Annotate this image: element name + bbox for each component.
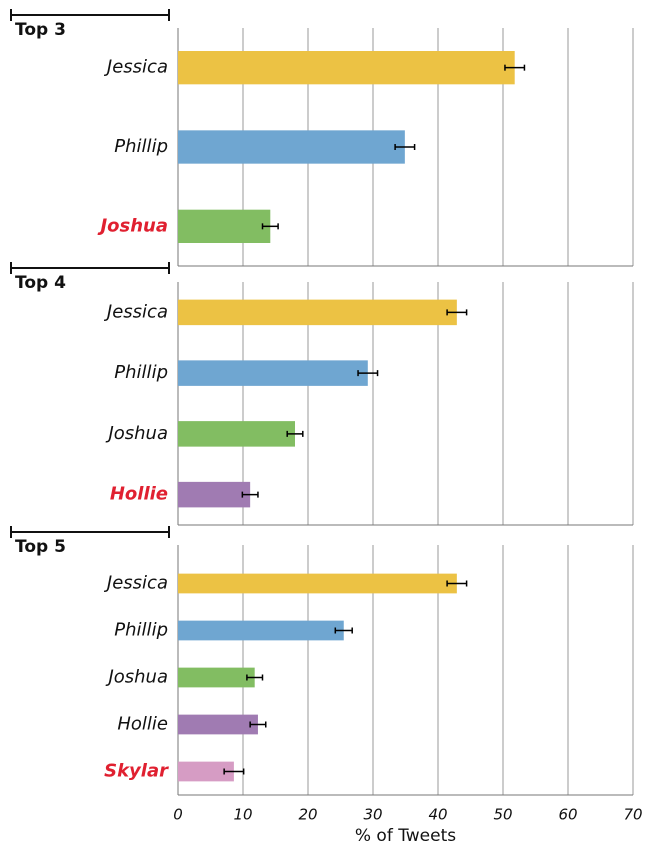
- bar: [178, 421, 295, 447]
- category-label: Phillip: [114, 620, 168, 641]
- x-tick-label: 70: [623, 806, 642, 824]
- bar: [178, 299, 457, 326]
- x-tick-label: 50: [493, 806, 512, 824]
- x-tick-label: 0: [173, 806, 183, 824]
- category-label: Phillip: [114, 136, 168, 157]
- bar: [178, 714, 258, 735]
- bar: [178, 360, 368, 386]
- panel-title: Top 5: [15, 537, 66, 557]
- bar: [178, 130, 405, 164]
- x-tick-label: 20: [298, 806, 317, 824]
- category-label: Jessica: [104, 301, 168, 322]
- bar: [178, 481, 251, 508]
- x-tick-label: 30: [363, 806, 382, 824]
- category-label: Jessica: [104, 573, 168, 594]
- category-label: Phillip: [114, 362, 168, 383]
- panel-title: Top 4: [15, 273, 66, 293]
- bar: [178, 761, 234, 782]
- panel-title: Top 3: [15, 20, 66, 40]
- category-label: Joshua: [97, 215, 168, 236]
- category-label: Joshua: [105, 667, 168, 688]
- bar: [178, 209, 271, 243]
- category-label: Hollie: [110, 484, 168, 505]
- x-tick-label: 40: [428, 806, 447, 824]
- category-label: Skylar: [104, 761, 169, 782]
- x-tick-label: 60: [558, 806, 577, 824]
- bar: [178, 667, 255, 688]
- category-label: Joshua: [105, 423, 168, 444]
- x-tick-label: 10: [233, 806, 252, 824]
- bar: [178, 51, 515, 85]
- category-label: Jessica: [104, 57, 168, 78]
- bar: [178, 573, 457, 594]
- bar: [178, 620, 344, 641]
- category-label: Hollie: [117, 714, 168, 735]
- x-axis-label: % of Tweets: [355, 826, 456, 844]
